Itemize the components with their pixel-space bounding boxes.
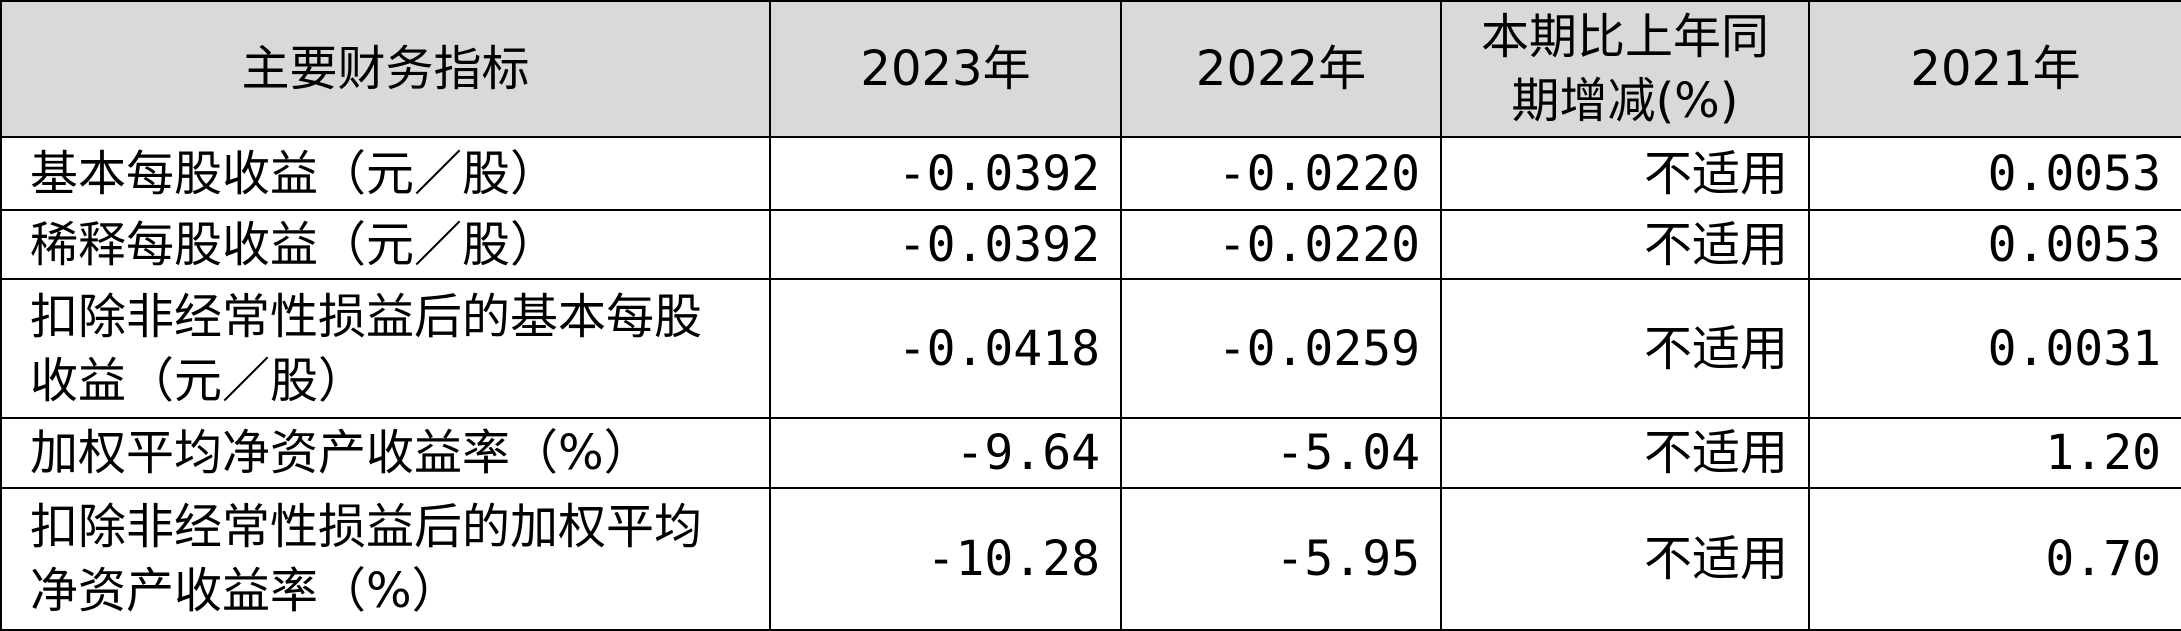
row-label: 扣除非经常性损益后的基本每股收益（元／股）: [0, 278, 771, 419]
value-cell: -5.04: [1120, 417, 1442, 489]
value-cell: 0.0053: [1808, 136, 2181, 211]
value-cell: 不适用: [1440, 136, 1810, 211]
value-cell: 不适用: [1440, 417, 1810, 489]
header-cell: 主要财务指标: [0, 0, 771, 138]
row-label: 基本每股收益（元／股）: [0, 136, 771, 211]
value-cell: 1.20: [1808, 417, 2181, 489]
value-cell: 不适用: [1440, 278, 1810, 419]
value-cell: 不适用: [1440, 209, 1810, 280]
table-row: 加权平均净资产收益率（%） -9.64 -5.04 不适用 1.20: [0, 417, 2181, 489]
value-cell: -0.0392: [769, 209, 1122, 280]
row-label: 加权平均净资产收益率（%）: [0, 417, 771, 489]
header-cell: 2023年: [769, 0, 1122, 138]
value-cell: 0.0053: [1808, 209, 2181, 280]
value-cell: 不适用: [1440, 487, 1810, 631]
table-row: 稀释每股收益（元／股） -0.0392 -0.0220 不适用 0.0053: [0, 209, 2181, 280]
row-label: 扣除非经常性损益后的加权平均净资产收益率（%）: [0, 487, 771, 631]
table-row: 扣除非经常性损益后的基本每股收益（元／股） -0.0418 -0.0259 不适用 0.…: [0, 278, 2181, 419]
value-cell: -5.95: [1120, 487, 1442, 631]
value-cell: -0.0259: [1120, 278, 1442, 419]
value-cell: 0.0031: [1808, 278, 2181, 419]
value-cell: -0.0220: [1120, 209, 1442, 280]
value-cell: -0.0220: [1120, 136, 1442, 211]
header-row: 主要财务指标 2023年 2022年 本期比上年同期增减(%) 2021年: [0, 0, 2181, 138]
header-cell: 2022年: [1120, 0, 1442, 138]
table-row: 扣除非经常性损益后的加权平均净资产收益率（%） -10.28 -5.95 不适用 0.7…: [0, 487, 2181, 631]
value-cell: -0.0392: [769, 136, 1122, 211]
value-cell: -10.28: [769, 487, 1122, 631]
row-label: 稀释每股收益（元／股）: [0, 209, 771, 280]
value-cell: 0.70: [1808, 487, 2181, 631]
value-cell: -0.0418: [769, 278, 1122, 419]
table-row: 基本每股收益（元／股） -0.0392 -0.0220 不适用 0.0053: [0, 136, 2181, 211]
header-cell: 本期比上年同期增减(%): [1440, 0, 1810, 138]
value-cell: -9.64: [769, 417, 1122, 489]
header-cell: 2021年: [1808, 0, 2181, 138]
